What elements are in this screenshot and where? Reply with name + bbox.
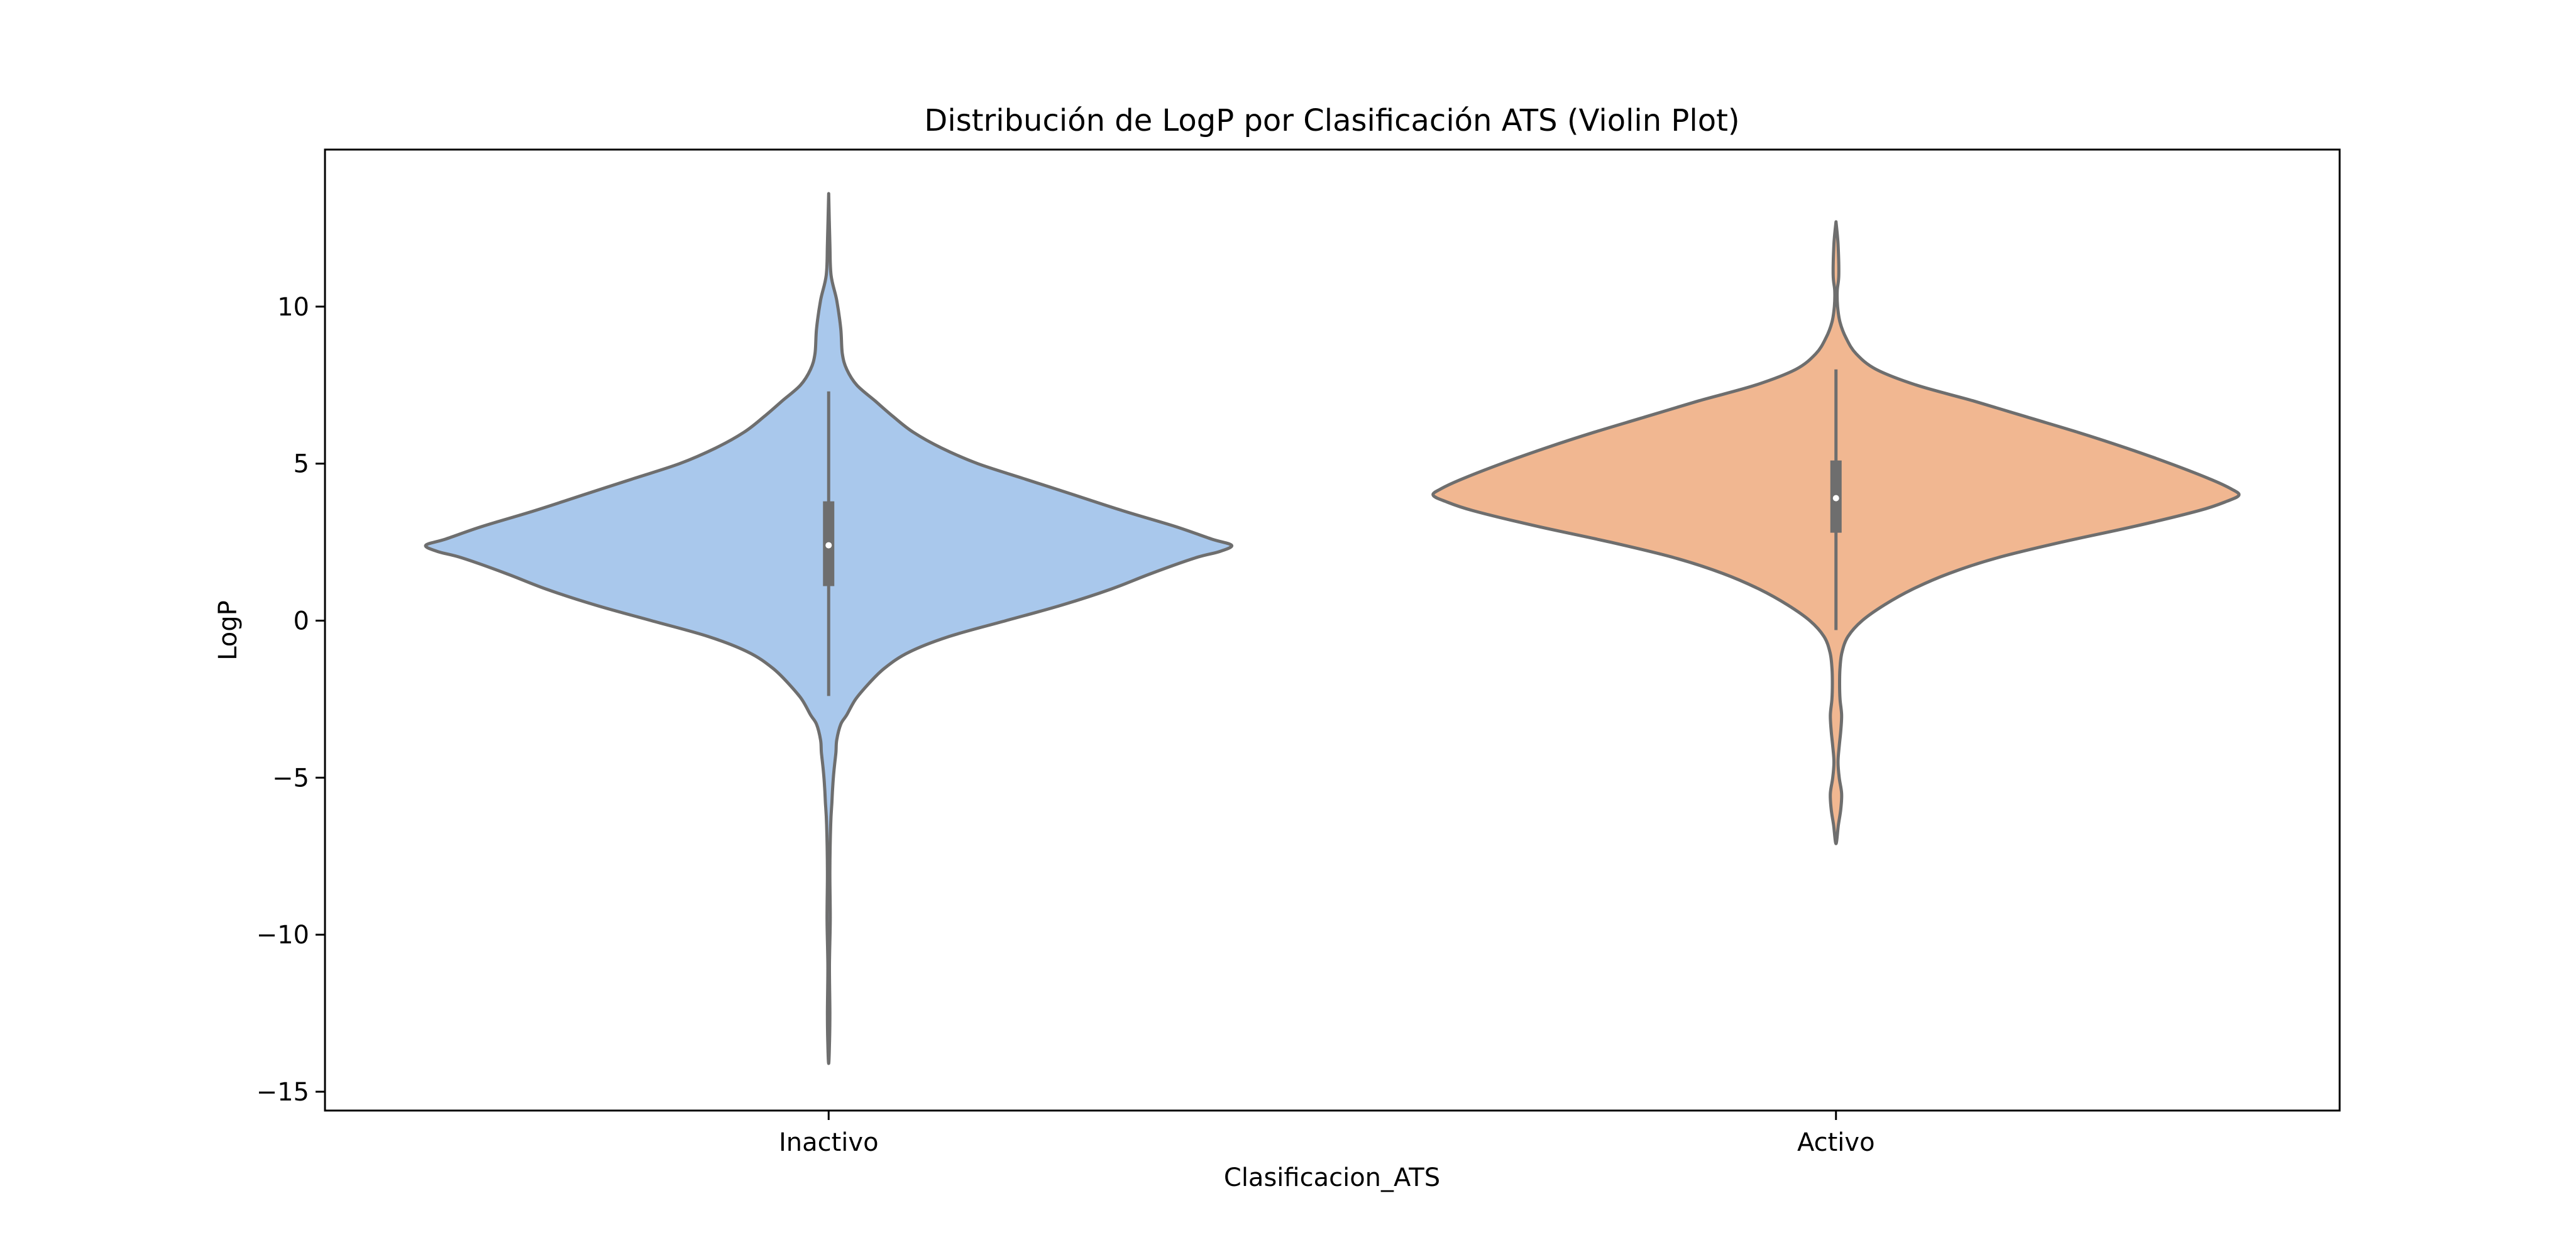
plot-area-frame	[324, 148, 2341, 1112]
violins-layer	[424, 192, 2241, 1065]
y-axis-label: LogP	[214, 600, 243, 661]
y-axis-ticks: 10 5 0 −5 −10 −15	[256, 293, 325, 1107]
y-tick-label: −15	[256, 1078, 309, 1107]
x-axis-ticks: Inactivo Activo	[779, 1111, 1875, 1157]
y-tick-label: 10	[277, 293, 309, 322]
y-tick-label: 0	[294, 607, 309, 636]
median-marker-inactivo	[825, 542, 832, 549]
x-tick-label: Activo	[1797, 1128, 1875, 1157]
x-tick-label: Inactivo	[779, 1128, 879, 1157]
y-tick-label: −5	[272, 764, 309, 793]
y-tick-label: 5	[294, 450, 309, 479]
chart-title: Distribución de LogP por Clasificación A…	[924, 103, 1739, 138]
x-axis-label: Clasificacion_ATS	[1224, 1163, 1440, 1192]
y-tick-label: −10	[256, 921, 309, 950]
median-marker-activo	[1832, 495, 1839, 502]
